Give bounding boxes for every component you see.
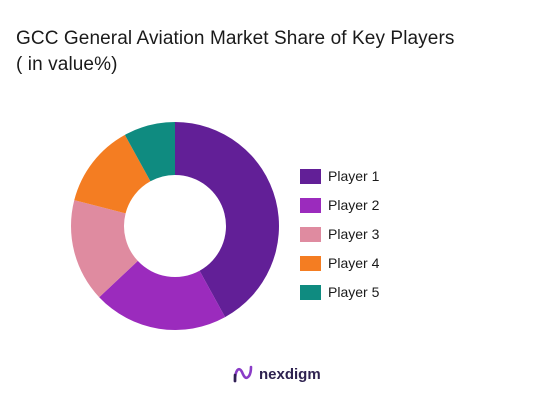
legend-item-player-1: Player 1 xyxy=(300,166,379,186)
legend-swatch-player-2 xyxy=(300,197,321,213)
legend-swatch-player-3 xyxy=(300,226,321,242)
legend-label: Player 4 xyxy=(328,255,380,271)
legend-item-player-4: Player 4 xyxy=(300,253,379,273)
legend-label: Player 5 xyxy=(328,284,380,300)
chart-title-line-1: GCC General Aviation Market Share of Key… xyxy=(16,28,455,49)
legend-label: Player 3 xyxy=(328,226,380,242)
donut-slice-player-3 xyxy=(71,200,138,298)
chart-title: GCC General Aviation Market Share of Key… xyxy=(16,26,454,78)
chart-title-line-2: ( in value%) xyxy=(16,54,118,75)
legend-swatch-player-1 xyxy=(300,168,321,184)
donut-slice-player-5 xyxy=(124,122,175,182)
legend-label: Player 1 xyxy=(328,168,380,184)
nexdigm-logo-icon xyxy=(233,365,253,383)
donut-slice-player-1 xyxy=(175,122,280,318)
brand-name: nexdigm xyxy=(259,365,321,383)
legend-item-player-3: Player 3 xyxy=(300,224,379,244)
donut-slice-player-2 xyxy=(99,260,226,330)
legend-swatch-player-5 xyxy=(300,284,321,300)
legend-label: Player 2 xyxy=(328,197,380,213)
legend: Player 1 Player 2 Player 3 Player 4 Play… xyxy=(300,166,379,311)
donut-slice-player-4 xyxy=(74,134,151,214)
legend-swatch-player-4 xyxy=(300,255,321,271)
donut-slices xyxy=(71,122,280,330)
brand-logo: nexdigm xyxy=(232,364,321,384)
legend-item-player-2: Player 2 xyxy=(300,195,379,215)
legend-item-player-5: Player 5 xyxy=(300,282,379,302)
